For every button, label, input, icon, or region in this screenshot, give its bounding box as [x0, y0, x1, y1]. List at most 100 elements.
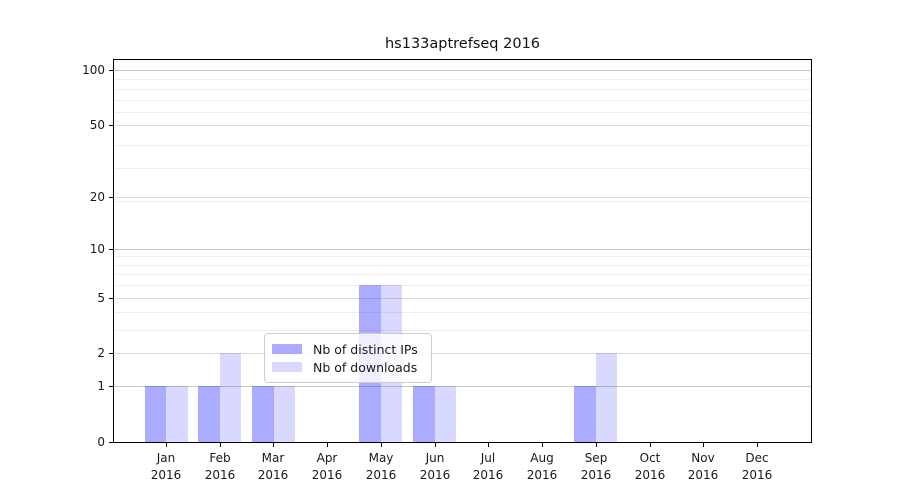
- x-tick-mark: [166, 443, 167, 447]
- bar-distinct-ips-jan: [144, 386, 166, 442]
- x-tick-label: Mar 2016: [243, 450, 303, 483]
- y-tick-mark: [109, 70, 114, 71]
- y-tick-label: 10: [89, 242, 105, 256]
- minor-gridline: [114, 88, 811, 90]
- x-tick-year: 2016: [687, 467, 719, 482]
- x-tick-mark: [757, 443, 758, 447]
- minor-gridline: [114, 144, 811, 146]
- y-tick-mark: [109, 298, 114, 299]
- gridlines-layer: [114, 60, 811, 442]
- x-tick-label: Dec 2016: [727, 450, 787, 483]
- minor-gridline: [114, 79, 811, 81]
- chart-title: hs133aptrefseq 2016: [384, 36, 541, 52]
- minor-gridline: [114, 274, 811, 276]
- major-gridline: [114, 353, 811, 355]
- legend-swatch-downloads-icon: [272, 362, 302, 372]
- x-tick-label: Nov 2016: [673, 450, 733, 483]
- y-tick-label: 100: [82, 63, 105, 77]
- x-tick-month: Jan: [156, 451, 176, 465]
- bar-downloads-jan: [166, 386, 188, 442]
- bar-downloads-sep: [595, 353, 618, 442]
- x-tick-month: Dec: [745, 451, 769, 465]
- x-tick-month: Feb: [209, 451, 231, 465]
- bar-downloads-jun: [434, 386, 457, 442]
- x-tick-mark: [381, 443, 382, 447]
- bar-downloads-mar: [273, 386, 295, 442]
- x-tick-month: Mar: [261, 451, 285, 465]
- x-tick-month: Apr: [316, 451, 338, 465]
- minor-gridline: [114, 167, 811, 169]
- y-tick-label: 2: [97, 346, 105, 360]
- y-tick-label: 20: [89, 190, 105, 204]
- y-tick-mark: [109, 353, 114, 354]
- x-tick-month: May: [368, 451, 394, 465]
- legend-label-downloads: Nb of downloads: [313, 359, 418, 375]
- bar-distinct-ips-mar: [252, 386, 274, 442]
- minor-gridline: [114, 312, 811, 314]
- x-tick-mark: [596, 443, 597, 447]
- x-tick-year: 2016: [150, 467, 182, 482]
- x-tick-mark: [488, 443, 489, 447]
- x-tick-label: Jul 2016: [458, 450, 518, 483]
- y-tick-mark: [109, 386, 114, 387]
- minor-gridline: [114, 200, 811, 202]
- minor-gridline: [114, 264, 811, 266]
- legend-swatch-distinct-ips-icon: [272, 344, 302, 354]
- x-tick-mark: [220, 443, 221, 447]
- legend: Nb of distinct IPs Nb of downloads: [264, 333, 432, 383]
- y-tick-label: 0: [97, 435, 105, 449]
- minor-gridline: [114, 112, 811, 113]
- y-tick-mark: [109, 125, 114, 126]
- x-tick-label: Jun 2016: [405, 450, 465, 483]
- x-tick-year: 2016: [204, 467, 236, 482]
- plot-area: [113, 59, 812, 443]
- y-tick-mark: [109, 442, 114, 443]
- major-gridline: [114, 70, 811, 71]
- x-tick-mark: [273, 443, 274, 447]
- x-tick-mark: [650, 443, 651, 447]
- bar-distinct-ips-jun: [413, 386, 435, 442]
- x-tick-mark: [435, 443, 436, 447]
- x-tick-mark: [703, 443, 704, 447]
- y-tick-label: 5: [97, 291, 105, 305]
- minor-gridline: [114, 99, 811, 101]
- bar-downloads-feb: [219, 353, 242, 442]
- bar-distinct-ips-sep: [574, 386, 596, 442]
- y-tick-mark: [109, 197, 114, 198]
- x-tick-label: Oct 2016: [620, 450, 680, 483]
- major-gridline: [114, 248, 811, 250]
- x-tick-month: Oct: [639, 451, 661, 465]
- x-tick-month: Nov: [691, 451, 715, 465]
- x-tick-year: 2016: [472, 467, 504, 482]
- minor-gridline: [114, 330, 811, 332]
- x-tick-mark: [327, 443, 328, 447]
- x-tick-month: Aug: [530, 451, 554, 465]
- legend-item-downloads: Nb of downloads: [272, 358, 423, 376]
- legend-item-distinct-ips: Nb of distinct IPs: [272, 340, 423, 358]
- major-gridline: [114, 297, 811, 299]
- x-tick-label: May 2016: [351, 450, 411, 483]
- x-tick-month: Jul: [480, 451, 496, 465]
- major-gridline: [114, 196, 811, 198]
- x-tick-year: 2016: [526, 467, 558, 482]
- minor-gridline: [114, 285, 811, 287]
- x-tick-label: Feb 2016: [190, 450, 250, 483]
- bars-layer: [114, 60, 811, 442]
- minor-gridline: [114, 256, 811, 258]
- x-tick-year: 2016: [311, 467, 343, 482]
- x-tick-label: Aug 2016: [512, 450, 572, 483]
- x-tick-label: Sep 2016: [566, 450, 626, 483]
- x-tick-month: Sep: [584, 451, 608, 465]
- major-gridline: [114, 386, 811, 388]
- y-tick-mark: [109, 249, 114, 250]
- legend-label-distinct-ips: Nb of distinct IPs: [313, 341, 418, 357]
- y-tick-label: 50: [89, 118, 105, 132]
- x-tick-year: 2016: [580, 467, 612, 482]
- x-tick-label: Jan 2016: [136, 450, 196, 483]
- major-gridline: [114, 125, 811, 127]
- x-tick-year: 2016: [365, 467, 397, 482]
- x-tick-year: 2016: [419, 467, 451, 482]
- bar-distinct-ips-feb: [198, 386, 220, 442]
- x-tick-mark: [542, 443, 543, 447]
